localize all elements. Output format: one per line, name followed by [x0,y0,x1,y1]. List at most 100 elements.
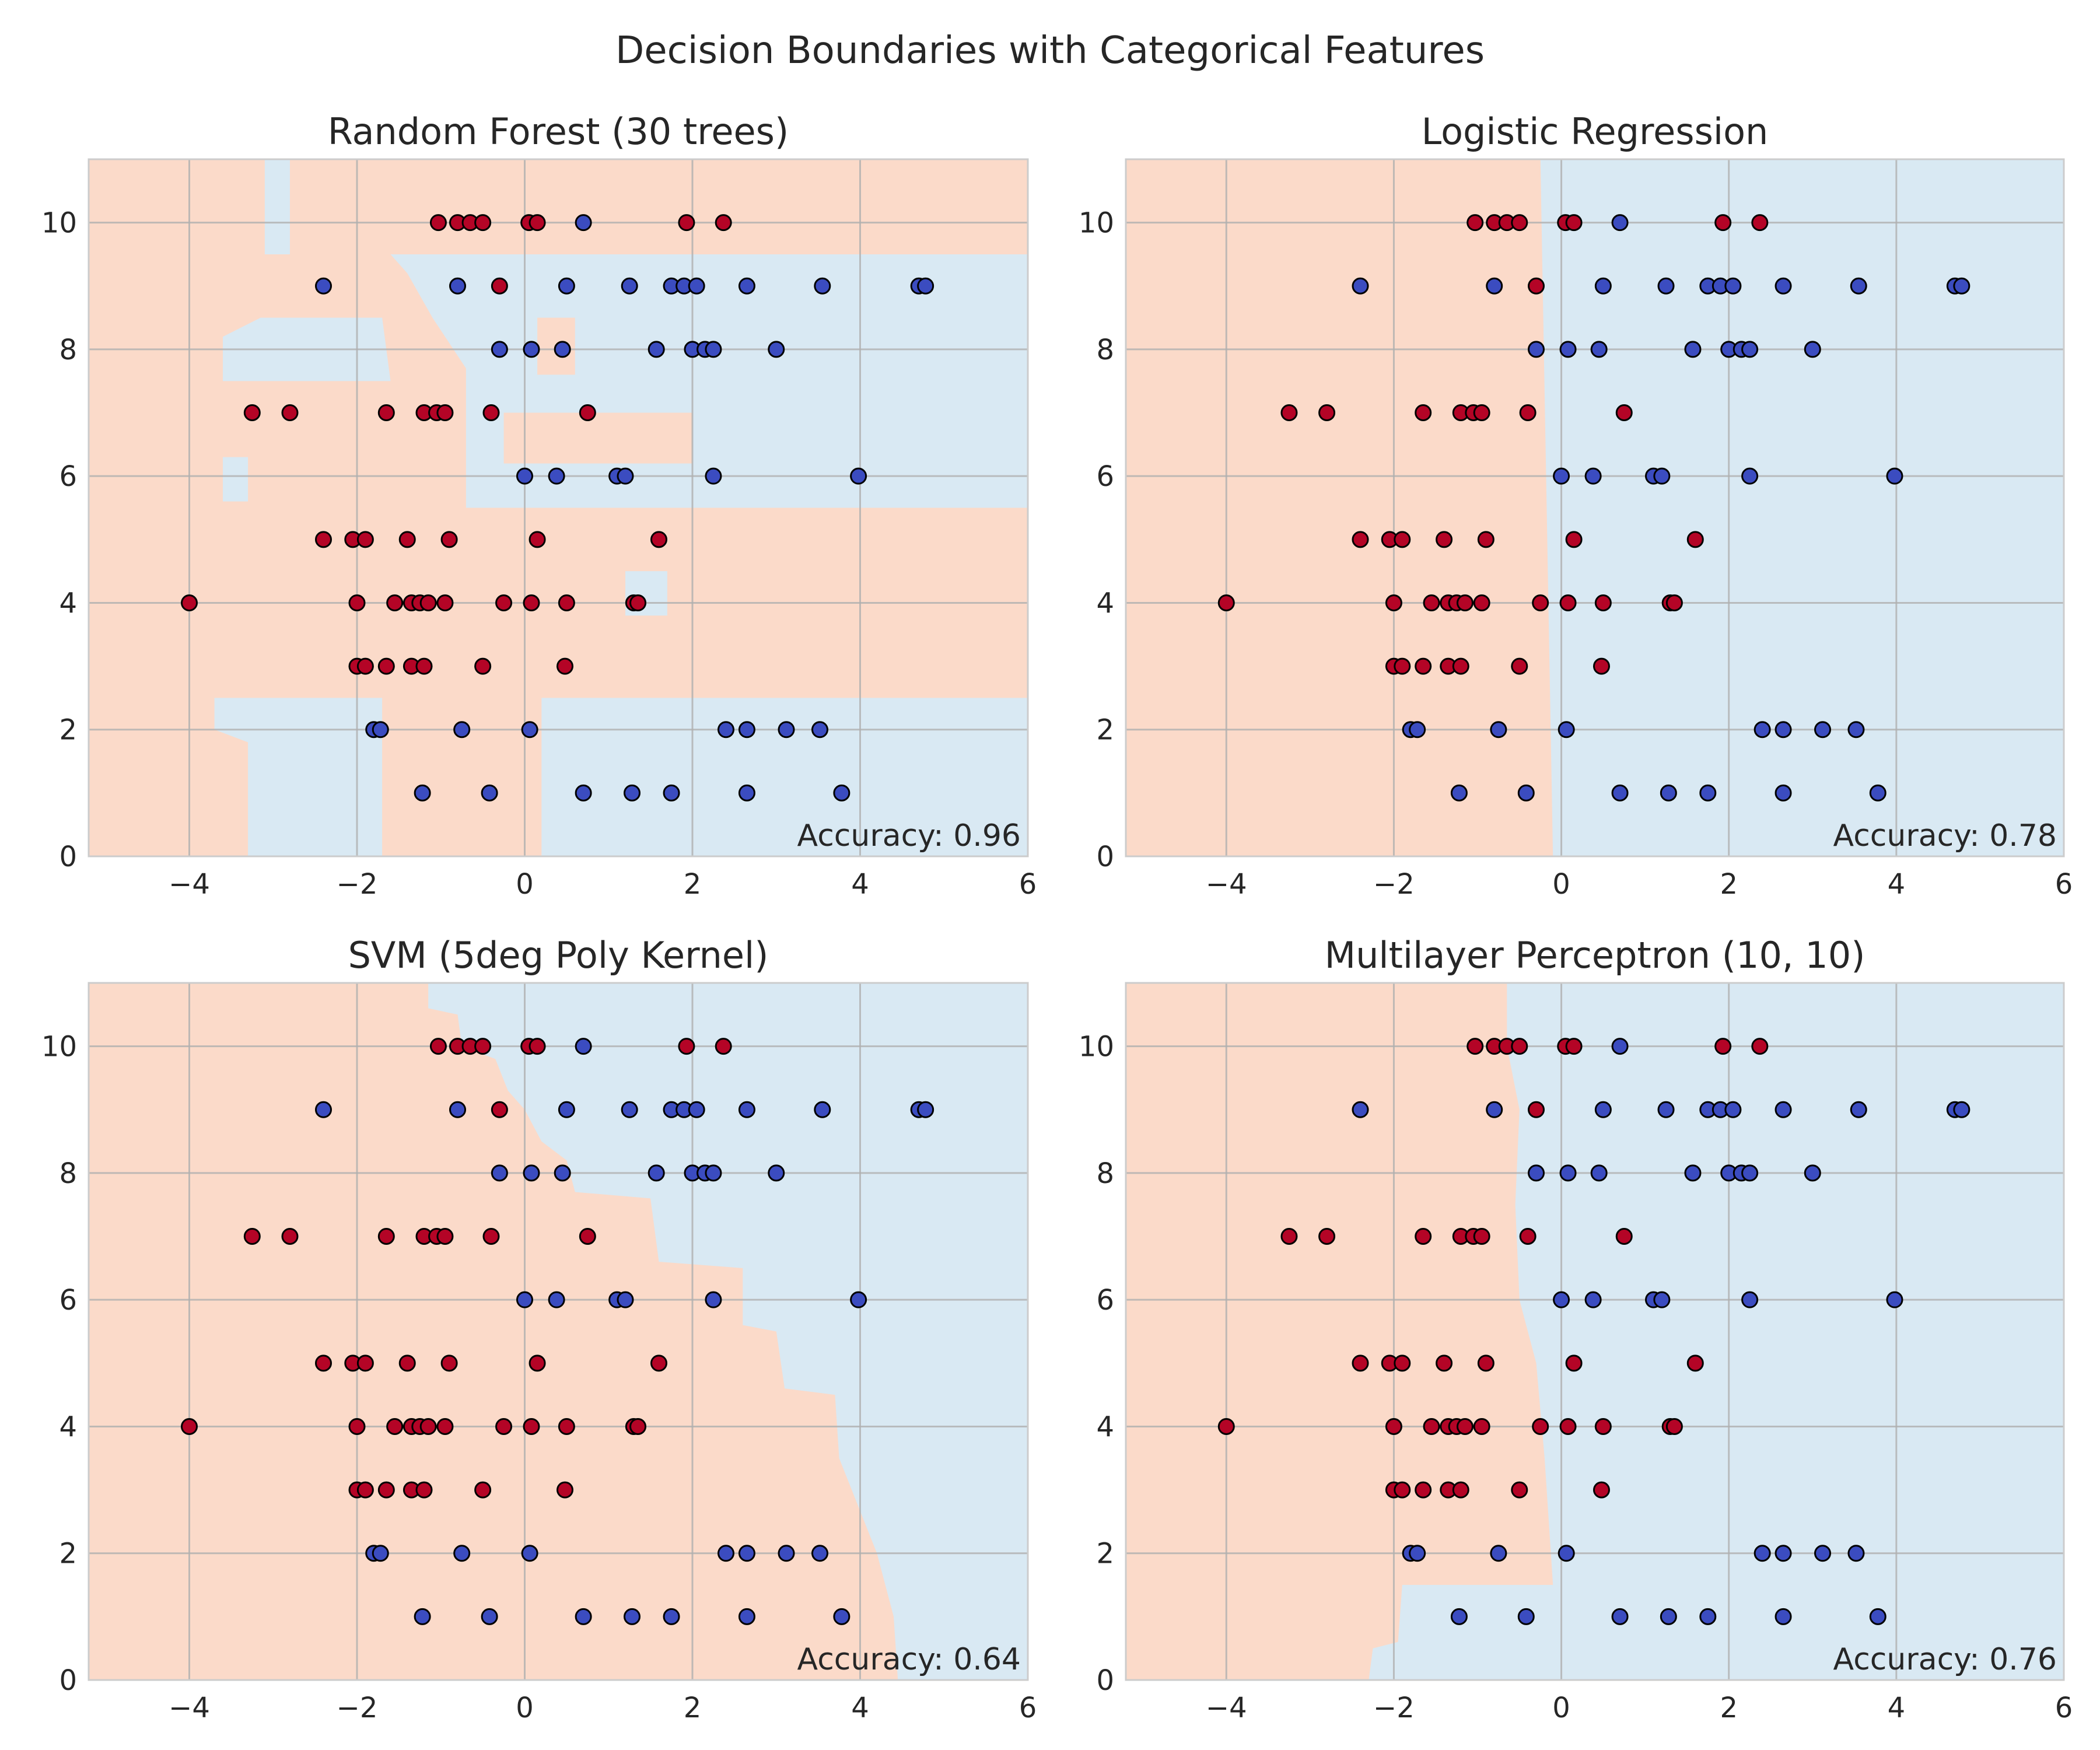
point-class0 [377,657,395,675]
point-class1 [1590,341,1608,358]
point-class0 [1456,1418,1474,1435]
decision-region-class1 [428,983,1028,1680]
point-class1 [481,784,498,802]
point-class1 [1754,1545,1771,1562]
point-class1 [575,214,592,232]
point-class0 [1415,404,1432,422]
point-class1 [778,1545,795,1562]
point-class1 [738,721,755,738]
point-class1 [688,1101,705,1118]
point-class0 [1473,1418,1490,1435]
point-class0 [181,594,198,611]
x-tick-label: −2 [337,868,378,901]
point-class1 [1684,1164,1702,1182]
point-class0 [1436,1354,1453,1372]
point-class1 [1847,1545,1865,1562]
point-class1 [917,1101,935,1118]
y-tick-label: 4 [59,1410,77,1443]
y-tick-label: 10 [1079,207,1114,240]
point-class0 [429,214,447,232]
x-tick-label: 4 [851,868,869,901]
point-class0 [419,1418,437,1435]
point-class1 [1724,1101,1742,1118]
decision-regions [1540,159,2064,856]
x-tick-label: −4 [169,1692,210,1724]
point-class0 [1385,1418,1402,1435]
point-class1 [1653,1291,1671,1308]
point-class1 [705,1291,722,1308]
x-tick-label: −4 [1206,868,1247,901]
point-class1 [414,1608,431,1625]
chart-panel-4: −4 −2 0 2 4 6 0 2 4 6 8 10 Multilayer Perceptron (10… [1079,934,2073,1724]
point-class1 [1847,721,1865,738]
point-class1 [1611,784,1629,802]
point-class1 [1584,1291,1602,1308]
point-class0 [1473,594,1490,611]
point-class0 [1751,214,1769,232]
data-points [1217,1038,1971,1625]
point-class0 [629,1418,647,1435]
x-tick-label: 2 [684,1692,702,1724]
point-class1 [1558,1545,1575,1562]
point-class1 [1611,1608,1629,1625]
point-class1 [648,1164,665,1182]
point-class0 [1686,1354,1704,1372]
x-tick-label: 6 [1019,868,1037,901]
point-class1 [1558,721,1575,738]
point-class0 [1559,594,1577,611]
point-class1 [1490,1545,1507,1562]
point-class0 [1477,531,1494,548]
point-class1 [1804,341,1821,358]
point-class1 [1653,467,1671,485]
data-points [181,214,935,802]
point-class0 [377,1481,395,1499]
point-class1 [811,721,828,738]
point-class0 [482,1228,500,1245]
point-class1 [1724,277,1742,295]
point-class0 [528,214,546,232]
x-tick-label: 0 [516,868,534,901]
y-tick-label: 6 [1096,1284,1114,1317]
point-class0 [678,1038,695,1055]
point-class1 [554,341,571,358]
point-class0 [1318,1228,1336,1245]
point-class0 [715,214,732,232]
point-class1 [1490,721,1507,738]
subplot-title: Multilayer Perceptron (10, 10) [1325,934,1866,977]
point-class1 [617,467,634,485]
point-class1 [1657,277,1675,295]
point-class0 [558,1418,575,1435]
point-class0 [356,657,374,675]
y-tick-label: 6 [59,460,77,493]
chart-panel-2: −4 −2 0 2 4 6 0 2 4 6 8 10 Logistic Regression Accura… [1079,110,2073,901]
point-class0 [650,531,667,548]
x-tick-label: 2 [1720,1692,1738,1724]
point-class1 [372,1545,389,1562]
point-class1 [814,1101,831,1118]
point-class0 [1318,404,1336,422]
y-tick-label: 0 [1096,841,1114,873]
x-tick-label: 4 [1888,868,1906,901]
y-tick-label: 4 [59,587,77,620]
point-class0 [491,277,508,295]
point-class1 [1869,784,1887,802]
point-class1 [663,1608,680,1625]
point-class1 [1699,784,1717,802]
point-class0 [474,1481,492,1499]
point-class1 [1590,1164,1608,1182]
accuracy-label: Accuracy: 0.76 [1833,1642,2057,1677]
y-tick-label: 2 [59,1538,77,1570]
y-tick-label: 8 [1096,334,1114,366]
point-class1 [738,277,755,295]
point-class0 [436,404,454,422]
point-class0 [528,531,546,548]
point-class1 [558,277,575,295]
decision-regions [1368,983,2064,1680]
point-class1 [1741,1291,1759,1308]
point-class1 [1774,1545,1792,1562]
point-class0 [1594,594,1612,611]
point-class0 [386,594,404,611]
x-tick-label: −2 [337,1692,378,1724]
point-class1 [1953,277,1971,295]
